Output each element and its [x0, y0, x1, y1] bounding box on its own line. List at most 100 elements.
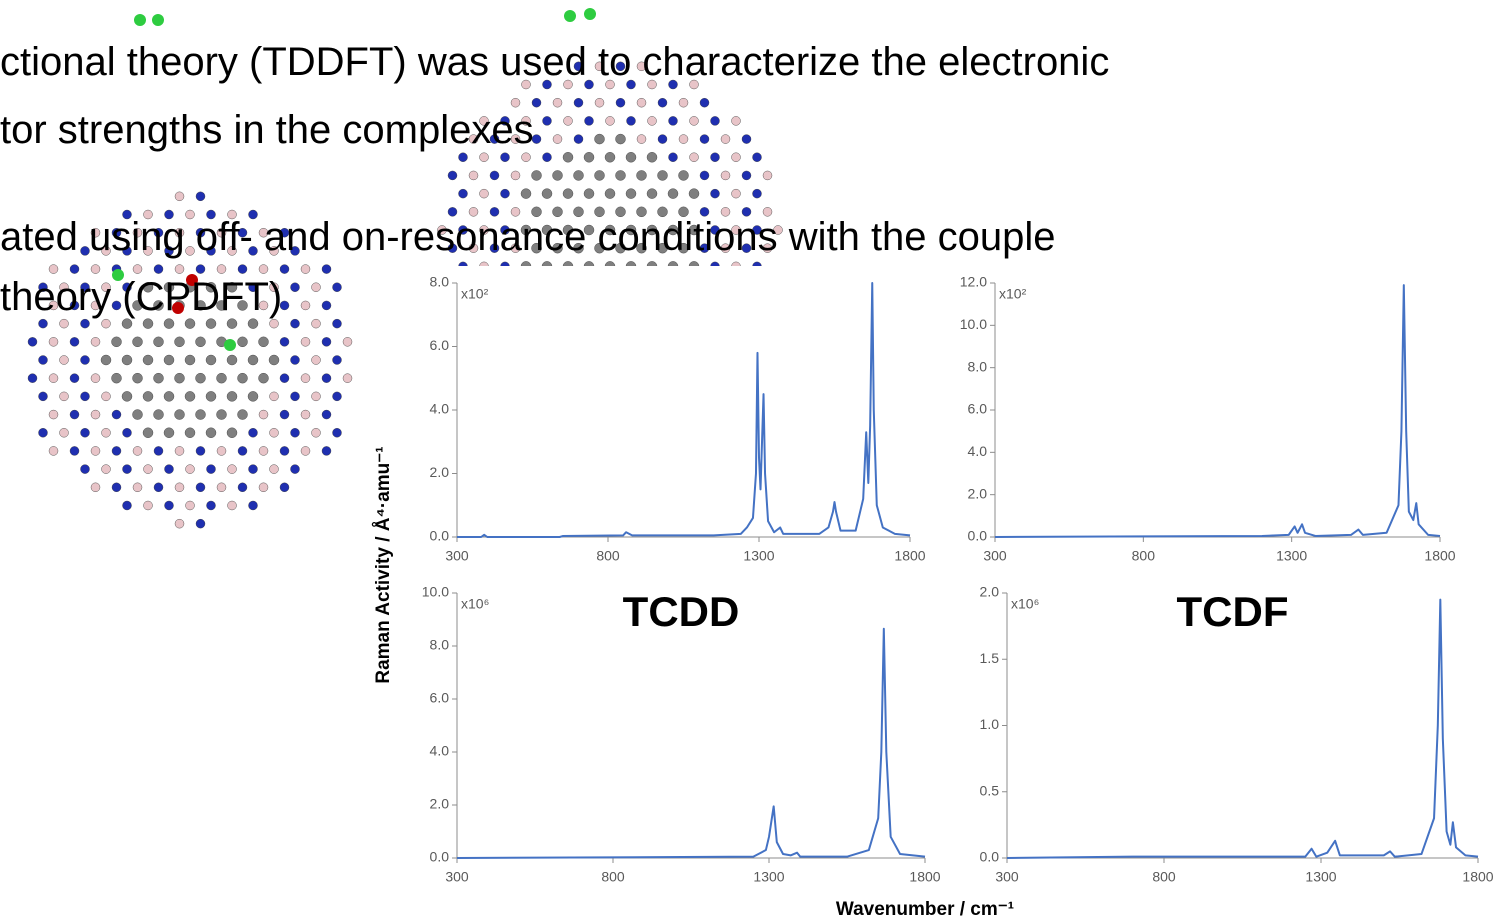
atom: [216, 446, 227, 456]
atom: [195, 336, 206, 348]
atom: [174, 264, 185, 274]
atom: [69, 373, 80, 383]
atom: [48, 373, 59, 383]
atom: [101, 464, 111, 474]
atom: [90, 300, 101, 311]
atom: [164, 209, 174, 220]
atom: [563, 116, 573, 126]
atom: [216, 300, 227, 311]
atom: [279, 337, 290, 347]
atom: [542, 152, 552, 162]
atom: [584, 79, 594, 90]
atom: [48, 337, 59, 347]
atom: [122, 246, 132, 256]
atom: [562, 152, 574, 163]
atom: [48, 409, 59, 420]
atom: [185, 464, 195, 474]
atom: [720, 243, 731, 253]
x-tick-label: 1800: [1462, 869, 1493, 885]
atom: [59, 355, 69, 365]
atom: [195, 372, 206, 384]
atom: [615, 170, 626, 181]
y-tick-label: 0.0: [430, 849, 450, 865]
atom: [468, 243, 479, 253]
atom: [311, 391, 321, 402]
atom: [321, 300, 332, 311]
atom: [573, 170, 584, 181]
x-tick-label: 1300: [753, 869, 784, 885]
atom: [80, 464, 90, 474]
atom: [185, 246, 195, 256]
atom: [48, 264, 59, 274]
atom: [80, 282, 90, 292]
atom: [290, 391, 300, 402]
atom: [38, 318, 48, 329]
atom: [594, 206, 605, 218]
atom: [121, 318, 133, 329]
atom: [122, 428, 132, 438]
atom: [216, 409, 227, 420]
atom: [657, 242, 668, 254]
atom: [205, 354, 217, 366]
atom: [689, 79, 699, 90]
y-tick-label: 0.5: [980, 782, 1000, 798]
atom: [290, 318, 300, 329]
atom: [510, 243, 521, 253]
atom: [111, 336, 122, 348]
atom: [625, 224, 637, 236]
atom: [163, 427, 175, 438]
atom: [59, 282, 69, 292]
atom: [552, 170, 563, 181]
atom: [604, 224, 616, 236]
y-tick-label: 0.0: [430, 528, 450, 544]
atom: [311, 428, 321, 438]
atom: [479, 188, 489, 199]
atom: [132, 482, 143, 493]
x-tick-label: 800: [1132, 548, 1156, 564]
atom: [59, 428, 69, 438]
multiplier-label: x10²: [999, 286, 1027, 302]
atom: [224, 339, 236, 351]
atom: [163, 391, 175, 402]
atom: [269, 464, 279, 474]
atom: [279, 264, 290, 274]
x-tick-label: 300: [995, 869, 1019, 885]
atom: [300, 337, 311, 347]
atom: [636, 206, 647, 218]
atom: [290, 282, 300, 292]
atom: [552, 242, 563, 254]
atom: [615, 242, 626, 254]
atom: [521, 152, 531, 162]
x-tick-label: 300: [445, 869, 469, 885]
atom: [510, 170, 521, 181]
atom: [227, 209, 237, 220]
atom: [216, 482, 227, 493]
atom: [762, 243, 773, 253]
atom: [594, 242, 605, 254]
atom: [48, 300, 59, 311]
atom: [279, 373, 290, 383]
atom: [184, 354, 196, 366]
atom: [332, 282, 342, 292]
atom: [101, 391, 111, 402]
atom: [226, 318, 238, 329]
atom: [594, 97, 605, 108]
atom: [195, 227, 206, 238]
atom: [531, 206, 542, 218]
atom: [479, 225, 489, 235]
atom: [132, 446, 143, 456]
atom: [258, 336, 269, 348]
atom: [237, 264, 248, 274]
atom: [542, 79, 552, 90]
atom: [699, 243, 710, 253]
atom: [762, 207, 773, 217]
atom: [185, 209, 195, 220]
atom: [678, 206, 689, 218]
y-tick-label: 4.0: [430, 401, 450, 417]
atom: [290, 464, 300, 474]
atom: [195, 409, 206, 420]
atom: [122, 500, 132, 511]
atom: [195, 482, 206, 493]
atom: [689, 152, 699, 162]
atom: [90, 373, 101, 383]
